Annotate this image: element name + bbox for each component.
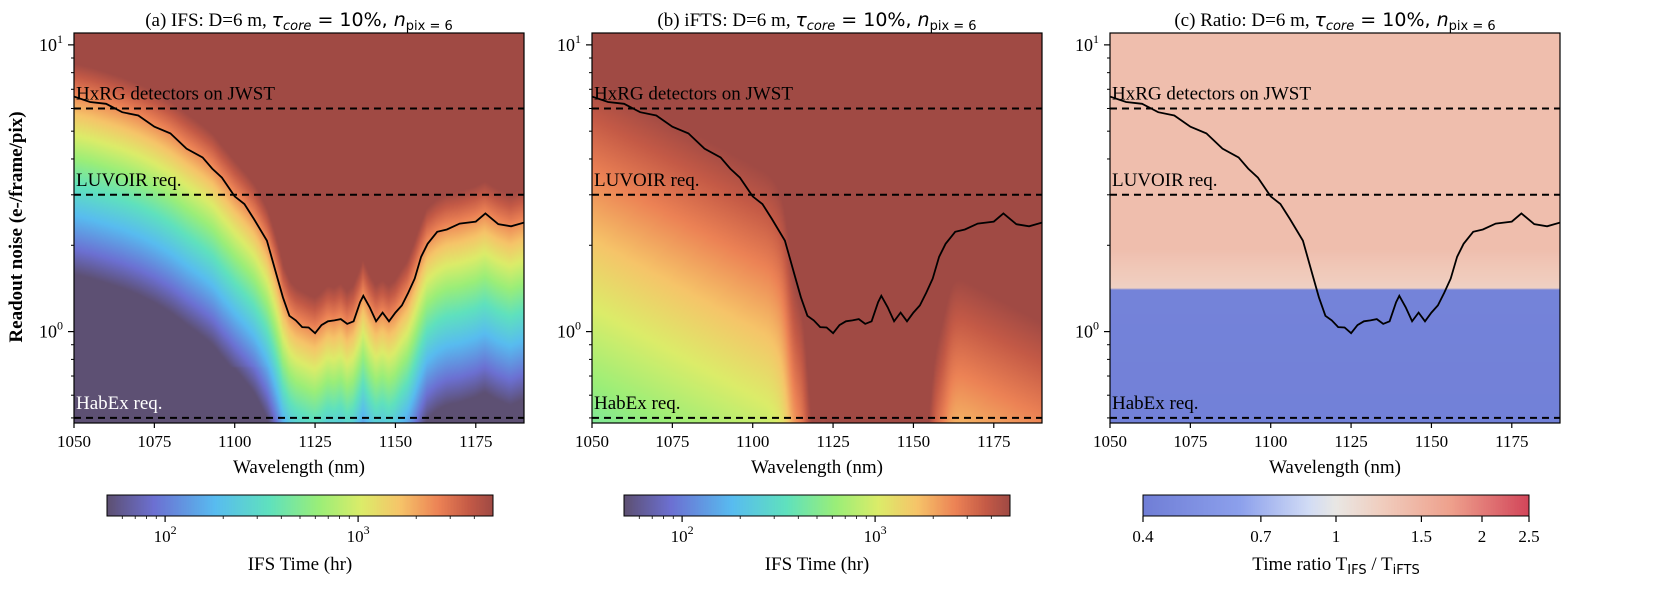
x-tick-label: 1125 — [816, 432, 849, 451]
y-tick-label: 100 — [1075, 319, 1099, 342]
panel-title: (a) IFS: D=6 m, τcore = 10%, npix = 6 — [145, 9, 453, 34]
colorbar — [107, 495, 493, 516]
reference-line-label: HabEx req. — [594, 393, 681, 414]
x-tick-label: 1050 — [57, 432, 91, 451]
reference-line-label: HabEx req. — [1112, 393, 1199, 414]
colorbar-tick-label: 0.4 — [1132, 527, 1154, 546]
reference-line-label: LUVOIR req. — [594, 170, 700, 191]
threshold-curve — [1110, 95, 1560, 335]
colorbar-tick-label: 102 — [671, 523, 694, 546]
y-axis-label: Readout noise (e-/frame/pix) — [6, 111, 27, 342]
y-tick-label: 101 — [1075, 32, 1099, 55]
reference-line-label: HxRG detectors on JWST — [76, 83, 275, 104]
colorbar-tick-label: 1 — [1332, 527, 1341, 546]
colorbar-tick-label: 2 — [1478, 527, 1487, 546]
x-axis-label: Wavelength (nm) — [751, 457, 883, 478]
panel-a: HxRG detectors on JWST LUVOIR req. HabEx r… — [39, 9, 525, 575]
y-tick-label: 100 — [557, 319, 581, 342]
reference-line-label: HxRG detectors on JWST — [1112, 83, 1311, 104]
colorbar-tick-label: 103 — [347, 523, 370, 546]
colorbar-tick-label: 1.5 — [1411, 527, 1432, 546]
x-axis-label: Wavelength (nm) — [1269, 457, 1401, 478]
x-tick-label: 1100 — [218, 432, 251, 451]
x-tick-label: 1100 — [1254, 432, 1287, 451]
colorbar-tick-label: 2.5 — [1518, 527, 1539, 546]
x-tick-label: 1150 — [1415, 432, 1448, 451]
reference-line-label: LUVOIR req. — [76, 170, 182, 191]
x-tick-label: 1050 — [1093, 432, 1127, 451]
colorbar-label: Time ratio TIFS / TiFTS — [1252, 554, 1419, 578]
x-tick-label: 1125 — [1334, 432, 1367, 451]
threshold-curve — [74, 95, 524, 335]
x-axis-label: Wavelength (nm) — [233, 457, 365, 478]
x-tick-label: 1125 — [298, 432, 331, 451]
colorbar-tick-label: 102 — [154, 523, 177, 546]
x-tick-label: 1150 — [379, 432, 412, 451]
x-tick-label: 1175 — [459, 432, 492, 451]
y-tick-label: 101 — [557, 32, 581, 55]
reference-line-label: HabEx req. — [76, 393, 163, 414]
y-tick-label: 101 — [39, 32, 63, 55]
x-tick-label: 1100 — [736, 432, 769, 451]
panel-title: (c) Ratio: D=6 m, τcore = 10%, npix = 6 — [1174, 9, 1495, 34]
reference-line-label: HxRG detectors on JWST — [594, 83, 793, 104]
panel-b: HxRG detectors on JWST LUVOIR req. HabEx r… — [557, 9, 1043, 575]
x-tick-label: 1075 — [655, 432, 689, 451]
x-tick-label: 1175 — [1495, 432, 1528, 451]
threshold-curve — [592, 95, 1042, 335]
panel-c: HxRG detectors on JWST LUVOIR req. HabEx r… — [1075, 9, 1561, 578]
colorbar-label: IFS Time (hr) — [765, 554, 870, 575]
colorbar — [624, 495, 1010, 516]
x-tick-label: 1050 — [575, 432, 609, 451]
colorbar-label: IFS Time (hr) — [248, 554, 353, 575]
panel-title: (b) iFTS: D=6 m, τcore = 10%, npix = 6 — [657, 9, 976, 34]
colorbar-tick-label: 0.7 — [1250, 527, 1272, 546]
reference-line-label: LUVOIR req. — [1112, 170, 1218, 191]
colorbar — [1143, 495, 1529, 516]
x-tick-label: 1150 — [897, 432, 930, 451]
colorbar-tick-label: 103 — [864, 523, 887, 546]
x-tick-label: 1075 — [137, 432, 171, 451]
x-tick-label: 1175 — [977, 432, 1010, 451]
x-tick-label: 1075 — [1173, 432, 1207, 451]
y-tick-label: 100 — [39, 319, 63, 342]
